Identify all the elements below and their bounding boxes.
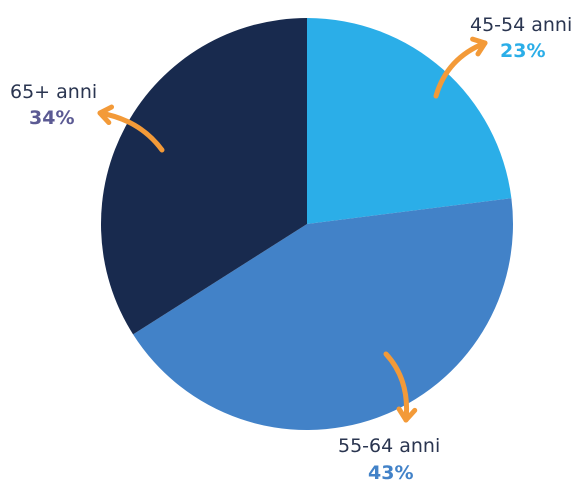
slice-label-45-54: 45-54 anni [470,14,572,36]
pie-slices [101,18,514,431]
arrow-65plus [97,104,165,153]
slice-value-45-54: 23% [500,40,545,62]
arrow-45-54 [433,36,488,99]
slice-label-65plus: 65+ anni [10,81,97,103]
slice-label-55-64: 55-64 anni [338,435,440,457]
callout-arrows [97,36,488,423]
slice-55-64 [133,198,514,431]
arrow-55-64 [383,351,418,423]
slice-65plus [101,18,307,335]
slice-value-55-64: 43% [368,462,413,482]
slice-45-54 [307,18,512,224]
slice-value-65plus: 34% [29,107,74,129]
